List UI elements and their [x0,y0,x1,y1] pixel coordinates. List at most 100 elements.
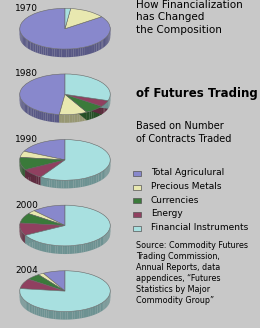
Polygon shape [20,294,21,303]
Text: Currencies: Currencies [151,196,199,205]
Polygon shape [103,236,105,244]
Polygon shape [65,94,102,114]
Polygon shape [30,107,32,116]
Polygon shape [24,169,25,178]
Polygon shape [108,100,109,109]
Polygon shape [103,170,104,179]
Polygon shape [35,110,37,118]
Polygon shape [61,180,64,188]
Polygon shape [78,179,80,188]
Polygon shape [71,180,73,188]
Polygon shape [86,309,88,317]
Text: How Financialization
has Changed
the Composition: How Financialization has Changed the Com… [136,0,243,35]
Polygon shape [58,311,60,319]
Polygon shape [21,165,22,175]
Polygon shape [82,310,84,318]
Polygon shape [46,244,48,253]
Polygon shape [86,243,88,252]
Polygon shape [38,308,40,316]
Text: Total Agriculural: Total Agriculural [151,168,224,177]
Polygon shape [107,298,108,307]
Polygon shape [36,307,38,316]
Polygon shape [67,114,70,123]
Wedge shape [28,275,65,291]
Polygon shape [83,47,85,56]
Polygon shape [99,238,101,247]
Polygon shape [32,240,34,249]
Polygon shape [91,45,93,53]
Polygon shape [52,179,54,188]
Bar [133,212,141,217]
Polygon shape [101,171,103,180]
Polygon shape [46,47,48,56]
Polygon shape [64,49,66,57]
Polygon shape [99,304,101,313]
Polygon shape [90,242,92,251]
Polygon shape [30,304,31,313]
Polygon shape [79,244,81,253]
Wedge shape [28,211,65,226]
Polygon shape [26,39,28,48]
Text: 2004: 2004 [15,266,38,275]
Polygon shape [100,106,102,115]
Text: 1980: 1980 [15,70,38,78]
Polygon shape [76,179,78,188]
Polygon shape [38,176,41,185]
Polygon shape [34,109,35,118]
Polygon shape [55,114,57,122]
Text: 2000: 2000 [15,201,38,210]
Polygon shape [109,163,110,172]
Polygon shape [94,240,96,249]
Polygon shape [98,42,100,51]
Polygon shape [93,44,95,53]
Polygon shape [96,43,98,51]
Polygon shape [101,303,102,312]
Polygon shape [62,246,65,254]
Wedge shape [25,160,65,177]
Text: 1990: 1990 [15,135,38,144]
Polygon shape [46,113,48,121]
Polygon shape [88,308,90,317]
Polygon shape [84,244,86,252]
Wedge shape [20,157,65,170]
Polygon shape [25,38,26,48]
Polygon shape [37,45,39,54]
Polygon shape [81,244,84,253]
Polygon shape [70,114,72,123]
Polygon shape [93,175,95,184]
Polygon shape [52,48,55,57]
Polygon shape [103,39,104,48]
Polygon shape [53,311,56,319]
Wedge shape [59,94,87,115]
Text: Based on Number
of Contracts Traded: Based on Number of Contracts Traded [136,121,232,144]
Polygon shape [56,311,58,319]
Polygon shape [97,174,99,183]
Wedge shape [43,271,65,291]
Polygon shape [51,311,53,319]
Wedge shape [65,74,110,101]
Polygon shape [48,48,50,56]
Polygon shape [58,246,60,254]
Polygon shape [27,106,29,114]
Wedge shape [65,9,102,29]
Polygon shape [107,35,108,44]
Polygon shape [23,299,24,308]
Polygon shape [26,105,27,114]
Polygon shape [49,310,51,318]
Polygon shape [30,42,32,51]
Polygon shape [85,47,87,55]
Polygon shape [65,94,87,120]
Text: of Futures Trading: of Futures Trading [136,87,258,100]
Polygon shape [20,97,21,107]
Polygon shape [84,309,86,318]
Polygon shape [55,245,58,254]
Polygon shape [52,114,55,122]
Polygon shape [32,43,34,51]
Polygon shape [34,240,36,249]
Polygon shape [104,169,105,178]
Polygon shape [53,245,55,254]
Text: Financial Instruments: Financial Instruments [151,223,248,232]
Polygon shape [43,178,45,186]
Polygon shape [98,304,99,314]
Polygon shape [50,48,52,56]
